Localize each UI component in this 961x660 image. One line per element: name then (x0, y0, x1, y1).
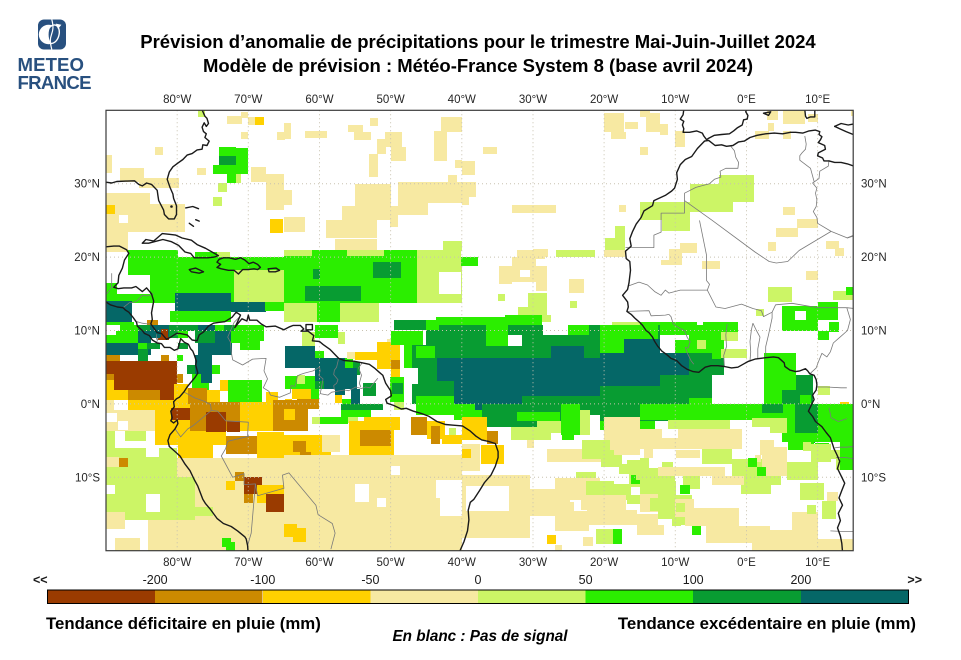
svg-text:Tendance excédentaire en pluie: Tendance excédentaire en pluie (mm) (618, 614, 916, 633)
svg-text:60°W: 60°W (305, 557, 333, 569)
svg-text:10°N: 10°N (74, 326, 100, 338)
svg-text:-100: -100 (250, 573, 275, 587)
svg-text:50: 50 (579, 573, 593, 587)
svg-text:0°E: 0°E (737, 94, 756, 106)
svg-text:10°E: 10°E (805, 557, 830, 569)
svg-text:100: 100 (683, 573, 704, 587)
svg-text:10°S: 10°S (861, 472, 886, 484)
svg-text:FRANCE: FRANCE (18, 72, 92, 93)
svg-text:50°W: 50°W (376, 94, 404, 106)
svg-text:Modèle de prévision : Météo-Fr: Modèle de prévision : Météo-France Syste… (203, 55, 753, 76)
svg-text:0°N: 0°N (861, 399, 880, 411)
svg-text:-50: -50 (361, 573, 379, 587)
svg-text:<<: << (33, 573, 48, 587)
svg-text:30°W: 30°W (519, 94, 547, 106)
svg-text:Prévision d’anomalie de précip: Prévision d’anomalie de précipitations p… (140, 31, 816, 52)
svg-text:30°N: 30°N (74, 179, 100, 191)
svg-text:0°E: 0°E (737, 557, 756, 569)
svg-text:10°E: 10°E (805, 94, 830, 106)
svg-text:70°W: 70°W (234, 94, 262, 106)
svg-text:50°W: 50°W (376, 557, 404, 569)
svg-text:>>: >> (907, 573, 922, 587)
svg-text:10°S: 10°S (75, 472, 100, 484)
svg-text:20°N: 20°N (74, 252, 100, 264)
svg-text:0°N: 0°N (81, 399, 100, 411)
svg-text:80°W: 80°W (163, 557, 191, 569)
svg-text:10°N: 10°N (861, 326, 887, 338)
svg-text:10°W: 10°W (661, 94, 689, 106)
svg-text:-200: -200 (143, 573, 168, 587)
svg-text:60°W: 60°W (305, 94, 333, 106)
svg-text:30°W: 30°W (519, 557, 547, 569)
svg-text:20°N: 20°N (861, 252, 887, 264)
svg-text:Tendance déficitaire en pluie: Tendance déficitaire en pluie (mm) (46, 614, 321, 633)
svg-text:0: 0 (475, 573, 482, 587)
svg-text:40°W: 40°W (448, 94, 476, 106)
svg-text:10°W: 10°W (661, 557, 689, 569)
svg-text:40°W: 40°W (448, 557, 476, 569)
svg-text:200: 200 (790, 573, 811, 587)
svg-text:En blanc : Pas de signal: En blanc : Pas de signal (392, 628, 568, 645)
svg-text:70°W: 70°W (234, 557, 262, 569)
svg-text:20°W: 20°W (590, 94, 618, 106)
svg-text:METEO: METEO (18, 54, 85, 75)
svg-text:80°W: 80°W (163, 94, 191, 106)
svg-text:30°N: 30°N (861, 179, 887, 191)
svg-text:20°W: 20°W (590, 557, 618, 569)
